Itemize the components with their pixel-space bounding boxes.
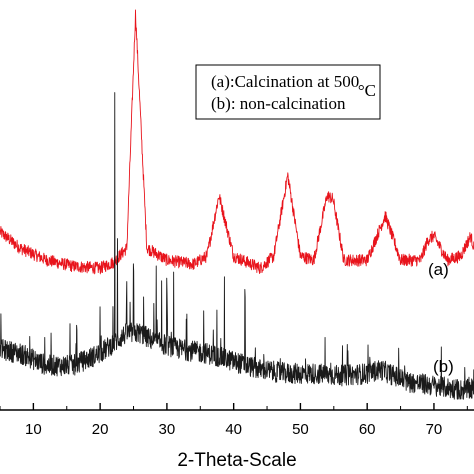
legend: (a):Calcination at 500 °C (b): non-calci…: [195, 64, 381, 120]
x-tick-label-10: 10: [25, 421, 42, 438]
x-tick-label-70: 70: [426, 421, 443, 438]
series-b-line: [0, 92, 474, 400]
series-a-line: [0, 9, 474, 275]
series-layer: [0, 9, 474, 400]
x-tick-label-50: 50: [292, 421, 309, 438]
x-tick-label-20: 20: [92, 421, 109, 438]
legend-unit: °C: [358, 81, 376, 100]
plot-area: 10 20 30 40 50 60 70: [0, 9, 474, 438]
legend-entry-a: (a):Calcination at 500: [211, 72, 359, 91]
legend-box: [195, 64, 381, 120]
x-tick-label-40: 40: [225, 421, 242, 438]
x-tick-label-30: 30: [159, 421, 176, 438]
curve-label-a: (a): [428, 260, 449, 279]
legend-entry-b: (b): non-calcination: [211, 94, 346, 113]
curve-label-b: (b): [433, 357, 454, 376]
x-axis-ticks: 10 20 30 40 50 60 70: [0, 403, 468, 438]
x-axis-title: 2-Theta-Scale: [177, 450, 296, 471]
x-tick-label-60: 60: [359, 421, 376, 438]
